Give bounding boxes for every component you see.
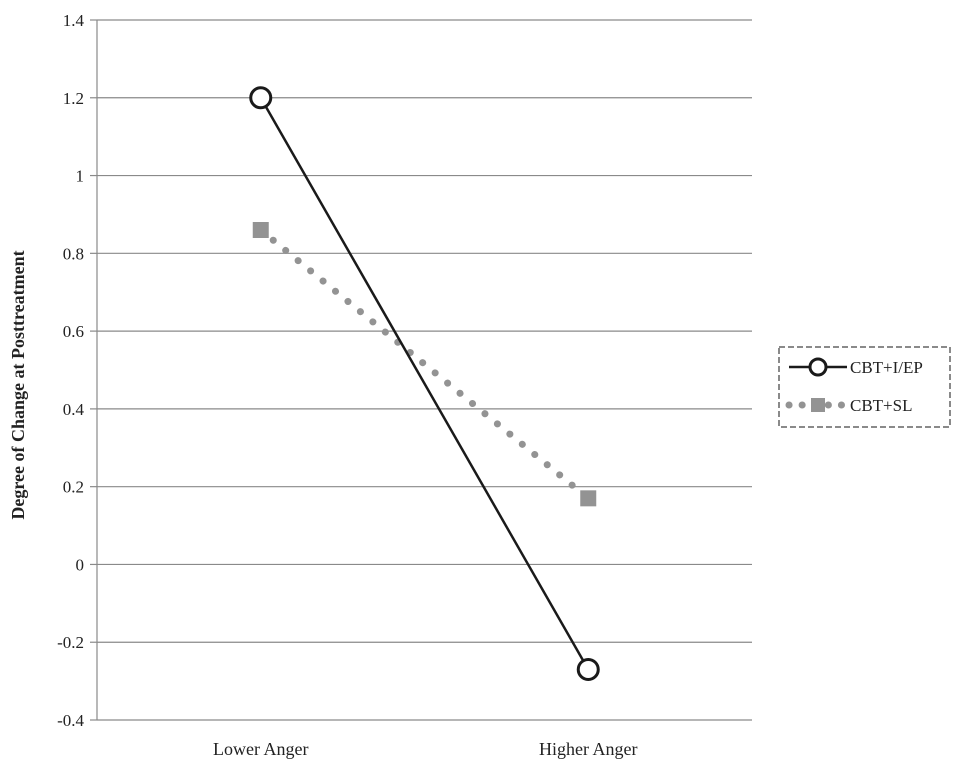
data-point	[249, 86, 273, 110]
y-tick-label: 0.4	[63, 400, 85, 419]
legend-label: CBT+I/EP	[850, 358, 923, 377]
x-category-label: Higher Anger	[539, 739, 637, 759]
y-tick-labels: -0.4 -0.2 0 0.2 0.4 0.6 0.8 1 1.2 1.4	[57, 11, 84, 730]
x-category-labels: Lower Anger Higher Anger	[213, 739, 637, 759]
legend-box	[778, 346, 951, 428]
y-tick-label: 1.4	[63, 11, 85, 30]
data-point	[576, 657, 600, 681]
y-tick-label: 0	[76, 555, 85, 574]
series-line	[259, 97, 590, 671]
y-tick-label: 1	[76, 167, 85, 186]
series-cbt-i-ep	[249, 86, 600, 681]
y-tick-label: 0.6	[63, 322, 84, 341]
series-layer	[249, 86, 600, 681]
legend-item: CBT+SL	[785, 396, 913, 415]
series-cbt-sl	[252, 222, 597, 507]
legend-item: CBT+I/EP	[789, 357, 923, 377]
y-tick-label: -0.2	[57, 633, 84, 652]
legend: CBT+I/EP CBT+SL	[778, 346, 951, 428]
y-axis-label: Degree of Change at Posttreatment	[8, 250, 28, 519]
y-tick-label: -0.4	[57, 711, 84, 730]
x-category-label: Lower Anger	[213, 739, 308, 759]
y-tick-label: 1.2	[63, 89, 84, 108]
y-tick-label: 0.2	[63, 478, 84, 497]
data-point	[252, 222, 269, 238]
legend-label: CBT+SL	[850, 396, 913, 415]
data-point	[580, 490, 597, 507]
series-line	[257, 226, 592, 502]
gridlines	[90, 19, 752, 721]
y-tick-label: 0.8	[63, 244, 84, 263]
legend-swatch-marker	[811, 398, 825, 412]
legend-swatch-marker	[808, 357, 828, 377]
